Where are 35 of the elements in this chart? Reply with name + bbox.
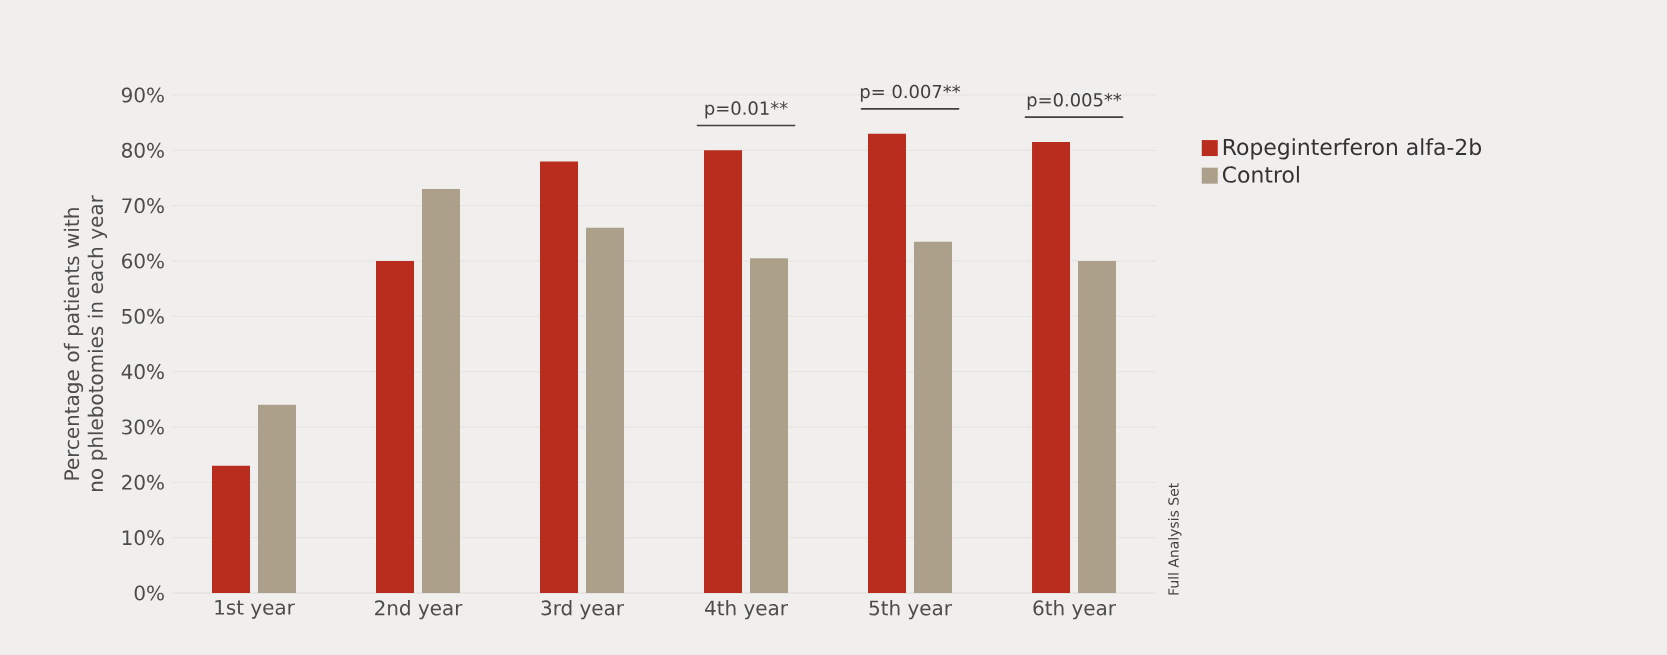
legend-label: Ropeginterferon alfa-2b: [1223, 138, 1481, 160]
legend-label: Control: [1222, 165, 1299, 183]
x-tick-label: 2nd year: [375, 600, 463, 620]
x-tick-label: 3rd year: [541, 600, 624, 620]
bar: [914, 241, 953, 593]
y-tick-label: 30%: [122, 419, 164, 435]
x-tick-label: 4th year: [705, 600, 788, 620]
y-tick-label: 70%: [122, 198, 164, 214]
y-tick-label: 40%: [121, 364, 164, 380]
bar: [1078, 261, 1117, 593]
x-tick-label: 5th year: [869, 600, 952, 620]
y-tick-label: 80%: [122, 142, 164, 158]
text: Full Analysis Set: [1167, 483, 1182, 595]
y-tick-label: 60%: [122, 253, 164, 269]
x-tick-label: 6th year: [1033, 600, 1116, 620]
bar: [868, 133, 907, 593]
annotation: p=0.01**: [705, 101, 788, 119]
bar: [212, 465, 250, 593]
bar: [1032, 142, 1071, 593]
bar: [586, 227, 625, 593]
y-tick-label: 50%: [122, 308, 164, 324]
bar: [422, 189, 461, 593]
bar: [750, 258, 789, 593]
bar: [258, 404, 296, 593]
y-tick-label: 10%: [122, 530, 164, 546]
y-axis-title: Percentage of patients with no phlebotomies in each year: [63, 195, 107, 491]
bar: [704, 150, 743, 593]
annotation: p= 0.007**: [860, 84, 961, 102]
y-tick-label: 20%: [122, 474, 164, 490]
x-tick-label: 1st year: [215, 600, 295, 619]
bar: [540, 161, 579, 593]
bar: [376, 261, 415, 593]
annotation: p=0.005**: [1027, 93, 1122, 111]
y-tick-label: 90%: [121, 87, 164, 103]
y-tick-label: 0%: [134, 585, 164, 601]
